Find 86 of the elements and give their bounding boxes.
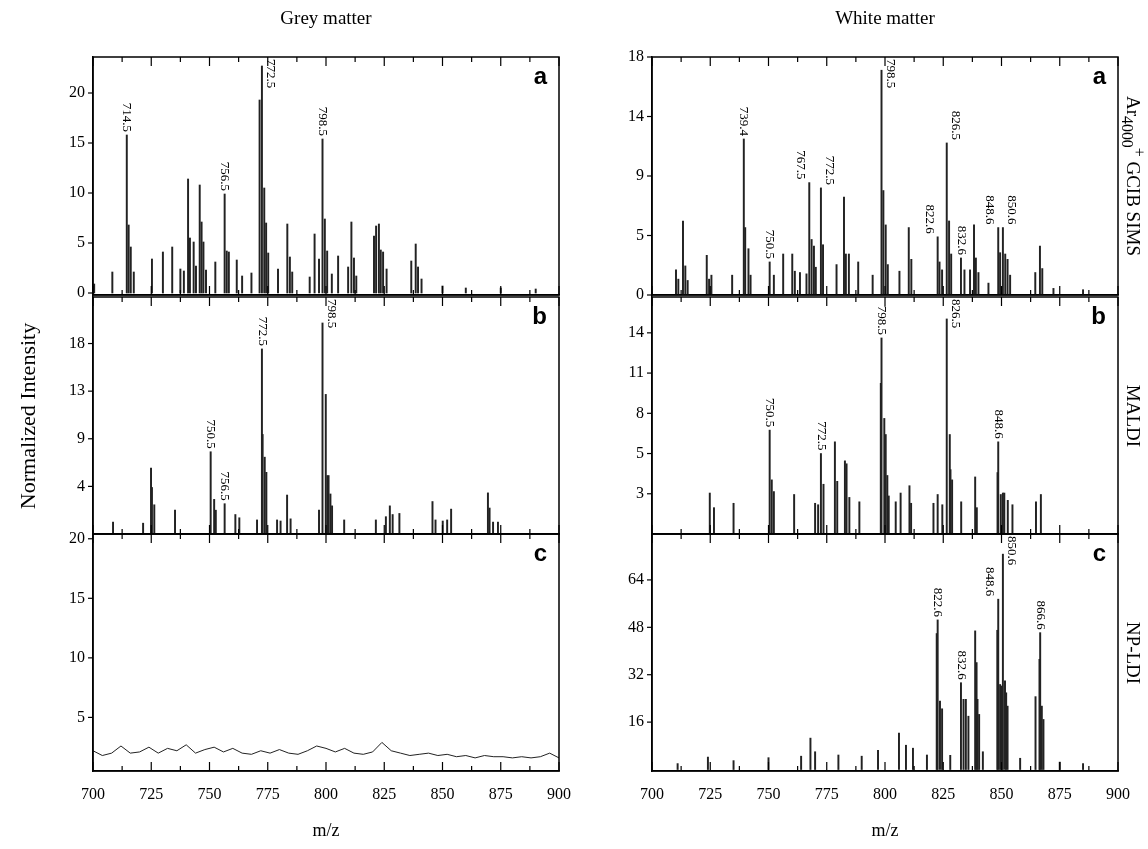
annotation: 772.5: [264, 59, 279, 89]
y-tick-label: 48: [628, 617, 644, 635]
annotation: 822.6: [922, 204, 938, 235]
annotation: 850.6: [1004, 195, 1020, 226]
x-tick-label: 825: [372, 784, 397, 802]
y-tick-label: 14: [628, 106, 644, 124]
annotation: 714.5: [120, 102, 136, 132]
y-tick-label: 5: [77, 233, 85, 251]
y-tick-label: 20: [69, 83, 85, 101]
y2-axis-title: MALDI: [1122, 384, 1144, 447]
x-tick-label: 700: [640, 784, 664, 802]
annotation: 848.6: [983, 566, 999, 597]
chart-title: Grey matter: [280, 7, 372, 29]
x-axis-title: m/z: [871, 819, 899, 840]
y-tick-label: 64: [628, 570, 644, 588]
y-tick-label: 18: [628, 47, 644, 65]
x-tick-label: 875: [1047, 784, 1072, 802]
y-tick-label: 8: [636, 403, 644, 421]
x-tick-label: 775: [255, 784, 280, 802]
x-tick-label: 725: [139, 784, 164, 802]
y-tick-label: 5: [77, 707, 85, 725]
y-tick-label: 15: [69, 588, 85, 606]
annotation: 772.5: [823, 155, 838, 185]
annotation: 750.5: [763, 229, 779, 259]
x-tick-label: 850: [430, 784, 455, 802]
x-tick-label: 750: [197, 784, 222, 802]
x-tick-label: 775: [814, 784, 839, 802]
annotation: 756.5: [218, 161, 234, 191]
annotation: 866.6: [1033, 600, 1049, 631]
annotation: c: [1092, 538, 1106, 566]
x-tick-label: 825: [931, 784, 956, 802]
annotation: 826.5: [948, 110, 964, 140]
annotation: 826.5: [948, 299, 964, 329]
annotation: 767.5: [794, 150, 810, 180]
annotation: 772.5: [814, 421, 830, 451]
y-tick-label: 9: [77, 428, 85, 446]
annotation: 798.5: [324, 299, 340, 329]
y-tick-label: 18: [69, 333, 85, 351]
y2-axis-title: NP-LDI: [1122, 621, 1144, 684]
y-tick-label: 20: [69, 528, 85, 546]
annotation: 798.5: [875, 305, 891, 335]
y-tick-label: 11: [628, 363, 644, 381]
y-tick-label: 3: [636, 483, 644, 501]
y-tick-label: 5: [636, 225, 644, 243]
x-tick-label: 800: [873, 784, 897, 802]
x-tick-label: 800: [314, 784, 338, 802]
x-axis-title: m/z: [312, 819, 340, 840]
x-tick-label: 725: [698, 784, 723, 802]
annotation: 848.6: [983, 195, 999, 226]
y-tick-label: 13: [69, 381, 85, 399]
annotation: 822.6: [931, 587, 947, 618]
y-tick-label: 16: [628, 712, 644, 730]
annotation: 848.6: [991, 409, 1007, 440]
y-axis-title: Normalized Intensity: [15, 322, 41, 509]
x-tick-label: 900: [547, 784, 571, 802]
annotation: 798.5: [316, 106, 332, 136]
y-tick-label: 10: [69, 648, 85, 666]
annotation: b: [1091, 301, 1106, 329]
x-tick-label: 900: [1106, 784, 1130, 802]
y-tick-label: 0: [636, 285, 644, 303]
annotation: 772.5: [255, 316, 271, 346]
annotation: a: [1092, 61, 1107, 89]
annotation: 832.6: [954, 225, 970, 256]
annotation: c: [533, 538, 547, 566]
annotation: 750.5: [204, 419, 220, 449]
annotation: 798.5: [883, 59, 899, 89]
y-tick-label: 10: [69, 183, 85, 201]
annotation: a: [533, 61, 548, 89]
x-tick-label: 750: [756, 784, 781, 802]
y-tick-label: 5: [636, 443, 644, 461]
annotation: 832.6: [954, 650, 970, 681]
x-tick-label: 850: [989, 784, 1014, 802]
chart-title: White matter: [835, 7, 935, 29]
x-tick-label: 875: [488, 784, 513, 802]
annotation: 739.4: [737, 106, 753, 137]
annotation: 750.5: [763, 397, 779, 428]
y-tick-label: 0: [77, 283, 85, 301]
annotation: b: [532, 301, 547, 329]
y-tick-label: 4: [77, 476, 85, 494]
annotation: 756.5: [218, 471, 234, 501]
y-tick-label: 14: [628, 323, 644, 341]
y-tick-label: 15: [69, 133, 85, 151]
x-tick-label: 700: [81, 784, 105, 802]
annotation: 850.6: [1004, 536, 1020, 566]
y-tick-label: 32: [628, 664, 644, 682]
y-tick-label: 9: [636, 166, 644, 184]
